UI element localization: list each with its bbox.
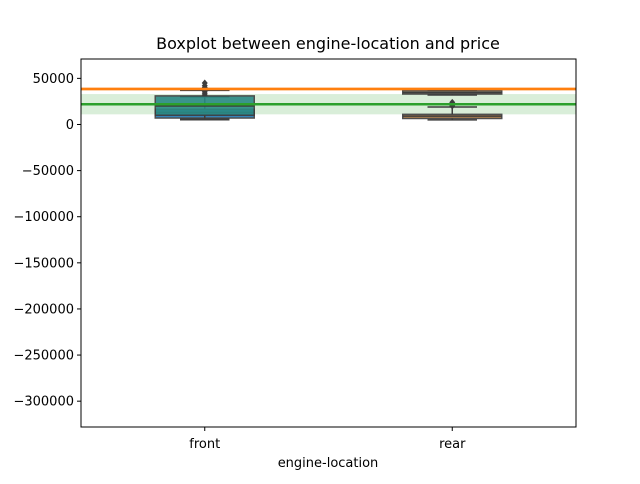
- chart-title: Boxplot between engine-location and pric…: [156, 34, 500, 53]
- box-flier: [201, 79, 208, 87]
- y-tick-label: 50000: [33, 72, 74, 87]
- y-tick-label: −200000: [13, 302, 74, 317]
- x-tick-label: front: [189, 437, 220, 452]
- plot-area-frame: [80, 58, 577, 428]
- y-tick-label: −300000: [13, 395, 74, 410]
- x-tick-label: rear: [439, 437, 466, 452]
- x-axis-label: engine-location: [278, 456, 379, 471]
- y-tick-label: 0: [66, 118, 74, 133]
- y-tick-label: −250000: [13, 349, 74, 364]
- x-axis: front rear: [189, 427, 466, 452]
- y-tick-label: −50000: [22, 164, 74, 179]
- y-axis: 50000 0 −50000 −100000 −150000 −200000 −250000…: [13, 72, 81, 410]
- y-tick-label: −100000: [13, 210, 74, 225]
- y-tick-label: −150000: [13, 256, 74, 271]
- reference-lines: [81, 87, 576, 106]
